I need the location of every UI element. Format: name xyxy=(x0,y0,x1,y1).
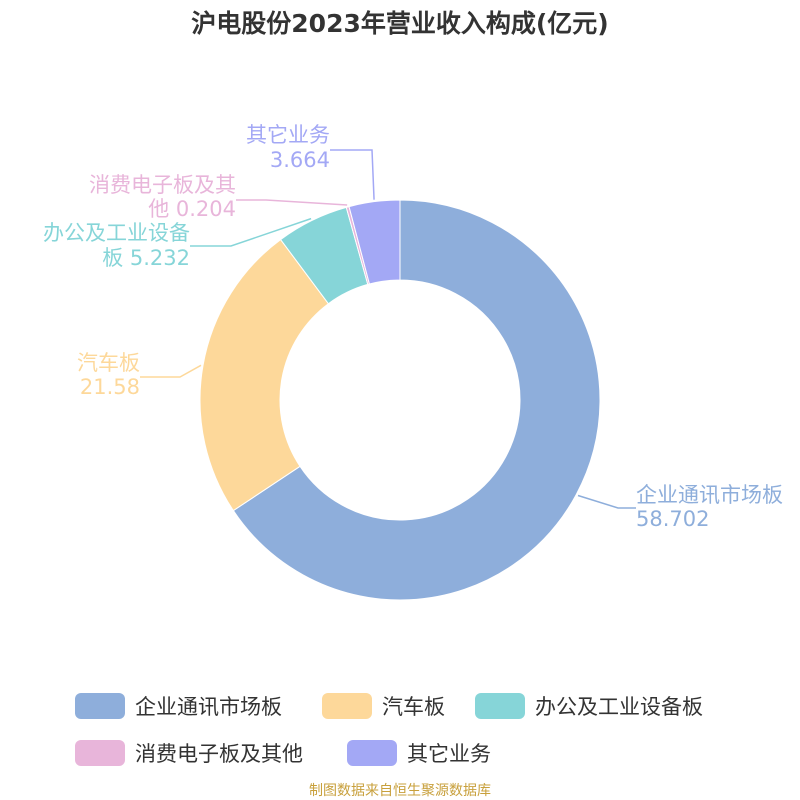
leader-line xyxy=(140,364,202,378)
chart-data-labels: 企业通讯市场板 58.702 汽车板 21.58 办公及工业设备板 5.232消费电子板… xyxy=(43,123,783,531)
pie-slice xyxy=(232,199,601,601)
leader-line xyxy=(330,149,375,200)
pie-slice xyxy=(199,238,330,512)
chart-leader-lines xyxy=(140,149,636,509)
legend-swatch[interactable] xyxy=(347,740,397,766)
data-source-note: 制图数据来自恒生聚源数据库 xyxy=(309,783,491,799)
leader-line xyxy=(577,494,636,509)
legend-swatch[interactable] xyxy=(75,740,125,766)
leader-line xyxy=(236,199,348,206)
legend-label[interactable]: 办公及工业设备板 xyxy=(535,695,703,719)
slice-label: 汽车板 21.58 xyxy=(77,351,140,399)
legend-label[interactable]: 消费电子板及其他 xyxy=(135,742,303,766)
slice-label: 办公及工业设备板 5.232 xyxy=(43,221,190,270)
chart-title: 沪电股份2023年营业收入构成(亿元) xyxy=(191,9,608,38)
slice-label: 企业通讯市场板 58.702 xyxy=(636,483,783,531)
slice-label: 其它业务 3.664 xyxy=(246,123,330,172)
legend-swatch[interactable] xyxy=(475,693,525,719)
chart-slices xyxy=(199,199,601,601)
legend-label[interactable]: 汽车板 xyxy=(382,695,445,719)
legend-label[interactable]: 企业通讯市场板 xyxy=(135,695,282,719)
pie-slice xyxy=(348,199,401,285)
legend-label[interactable]: 其它业务 xyxy=(407,742,491,766)
legend-swatch[interactable] xyxy=(75,693,125,719)
legend-swatch[interactable] xyxy=(322,693,372,719)
slice-label: 消费电子板及其他 0.204 xyxy=(89,173,236,221)
leader-line xyxy=(190,217,312,247)
